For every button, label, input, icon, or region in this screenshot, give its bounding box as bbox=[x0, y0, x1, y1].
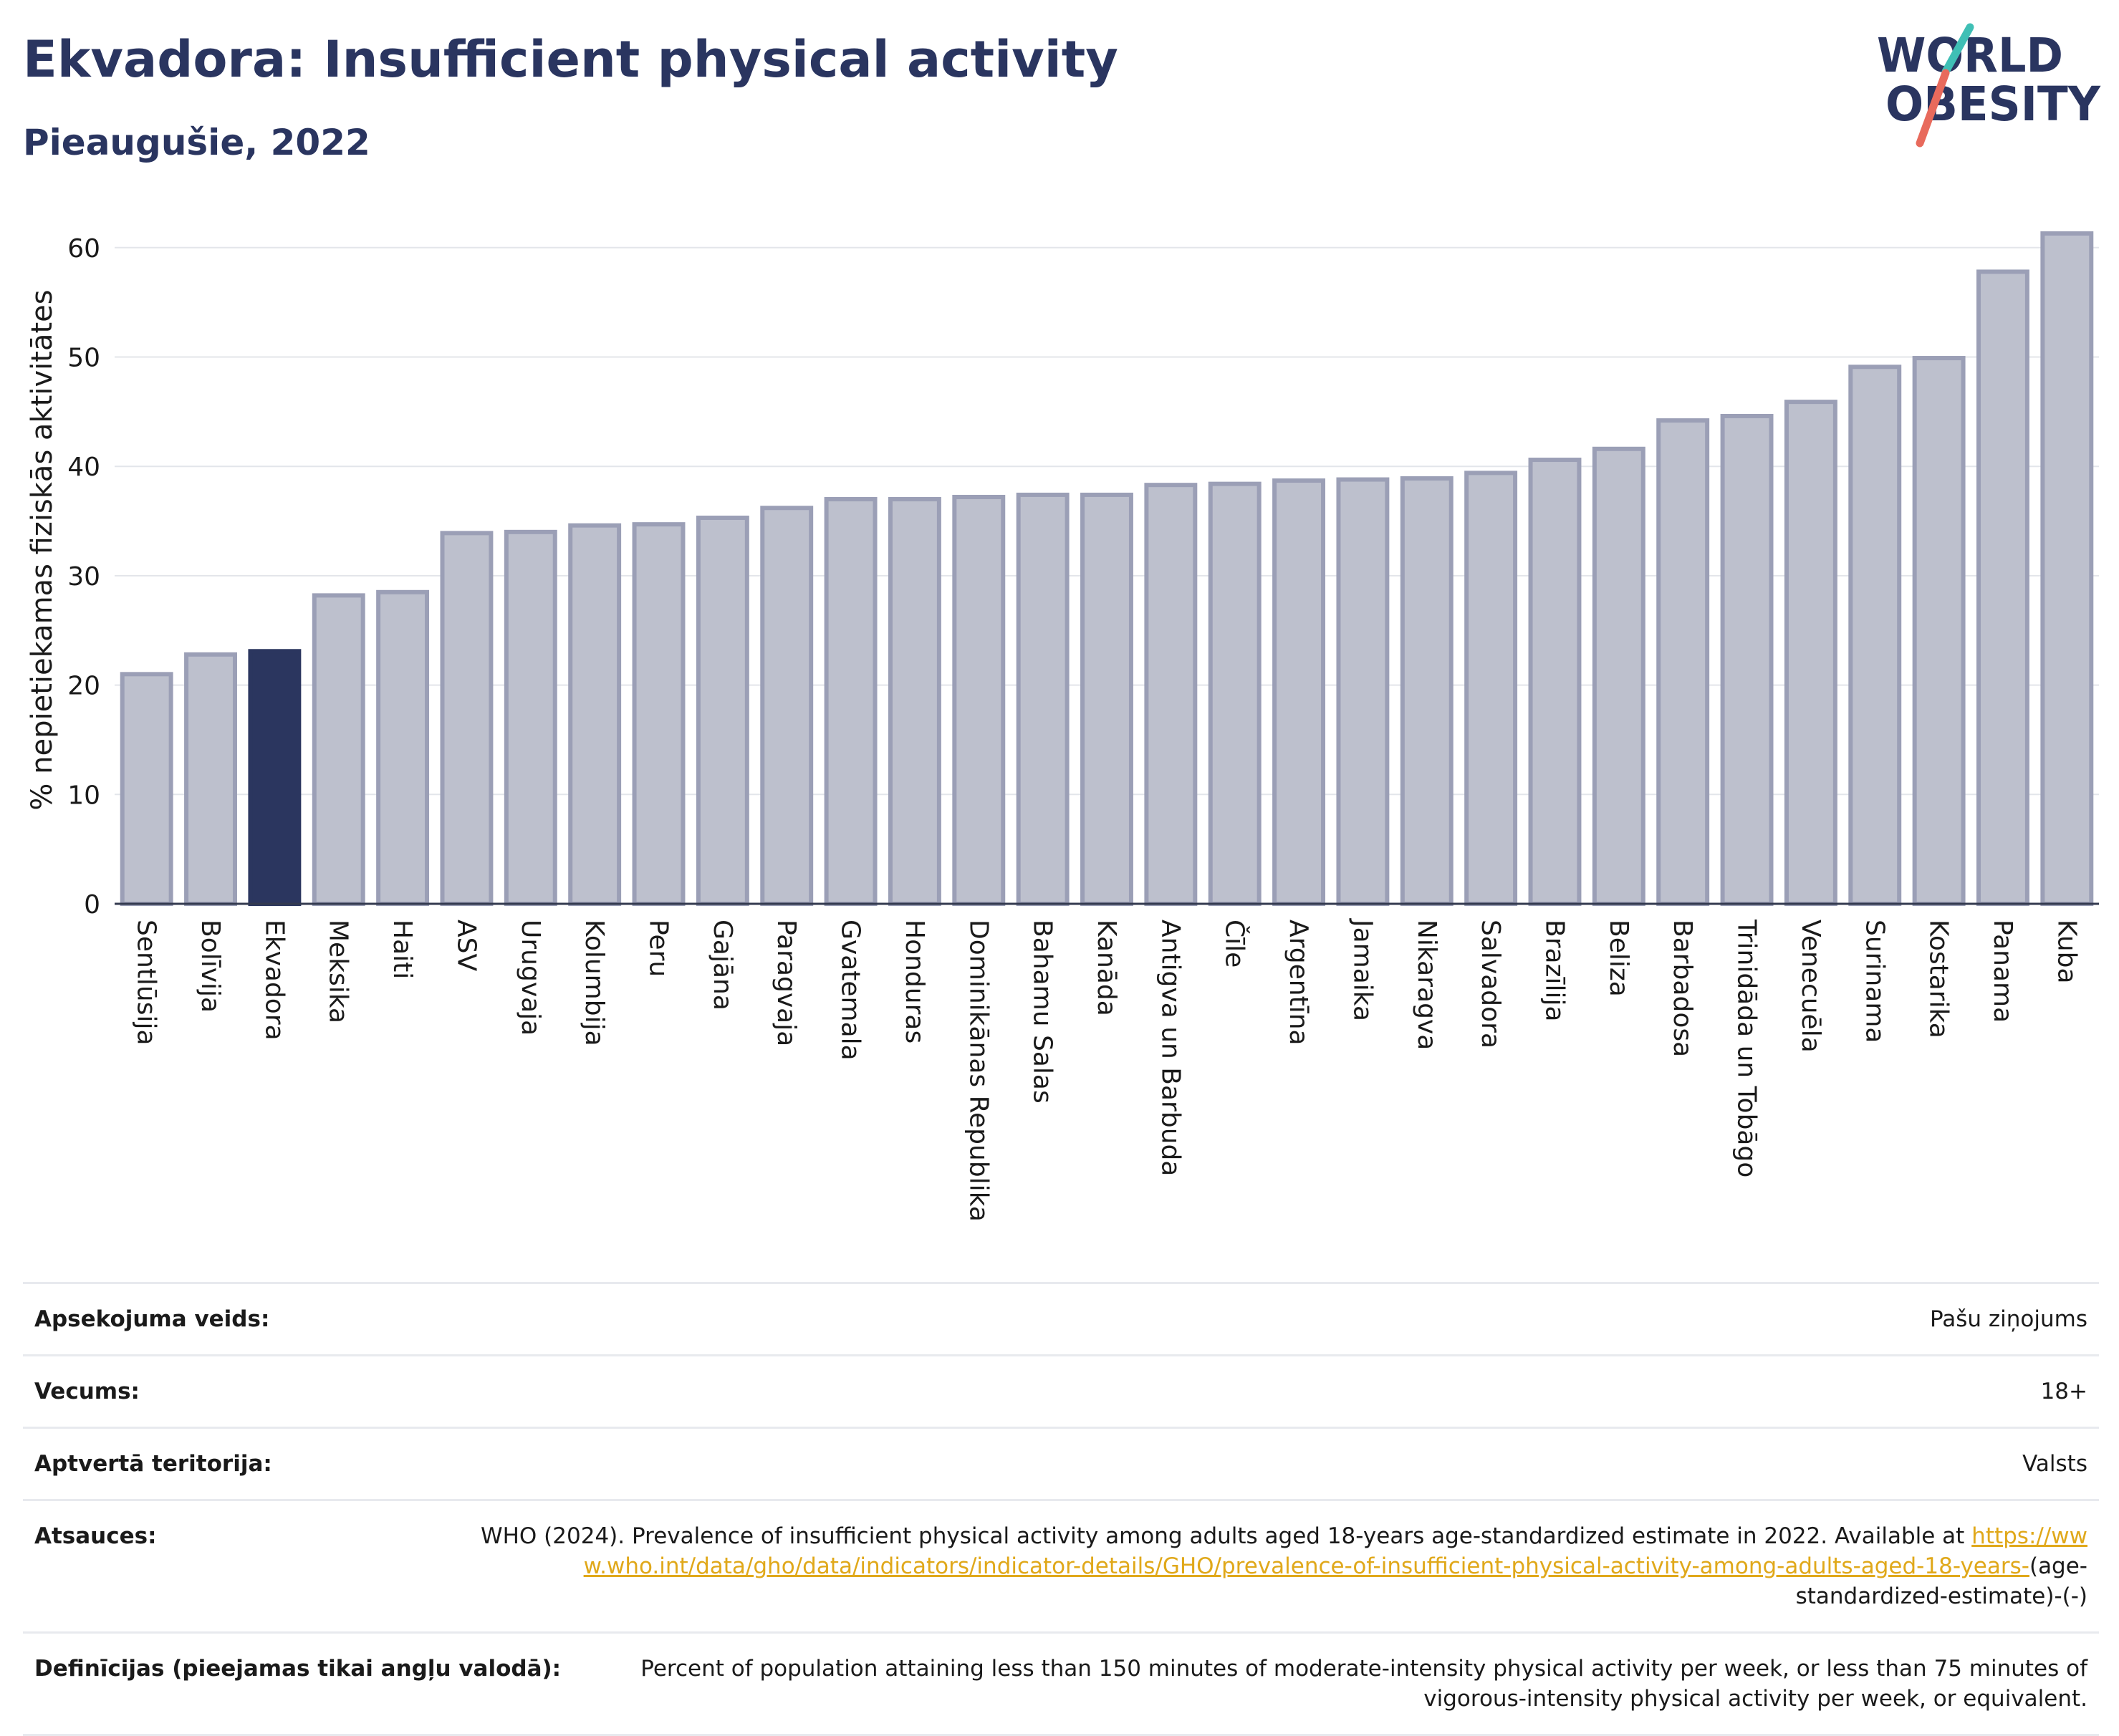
x-tick-label: Dominikānas Republika bbox=[964, 920, 993, 1222]
meta-value-references: WHO (2024). Prevalence of insufficient p… bbox=[476, 1521, 2087, 1611]
bar bbox=[696, 515, 749, 906]
bars-layer bbox=[120, 231, 2094, 907]
bar bbox=[1656, 418, 1710, 906]
x-tick-label: Kostarika bbox=[1924, 920, 1954, 1038]
x-tick-label: Kuba bbox=[2052, 920, 2081, 984]
x-tick-label: Bolīvija bbox=[196, 920, 225, 1013]
x-tick-label: Trinidāda un Tobāgo bbox=[1732, 919, 1762, 1177]
x-tick-label: Sentlūsija bbox=[132, 920, 161, 1046]
logo-text-world: WORLD bbox=[1877, 28, 2063, 83]
x-tick-label: Gajāna bbox=[708, 920, 737, 1011]
bar bbox=[2040, 231, 2094, 906]
bar bbox=[248, 649, 302, 906]
logo-slash-teal bbox=[1941, 23, 1974, 76]
bar bbox=[1592, 446, 1645, 906]
bar bbox=[1848, 365, 1902, 906]
x-tick-label: Brazīlija bbox=[1539, 920, 1569, 1022]
meta-value: Percent of population attaining less tha… bbox=[640, 1656, 2087, 1712]
meta-label: Definīcijas (pieejamas tikai angļu valod… bbox=[34, 1656, 562, 1682]
meta-row-references: Atsauces: WHO (2024). Prevalence of insu… bbox=[23, 1499, 2099, 1631]
meta-label: Apsekojuma veids: bbox=[34, 1306, 270, 1332]
axis-layer: 0 10 20 30 40 50 60 Sentlūsija Bolīvija Ekvadora M… bbox=[67, 234, 2099, 1222]
x-tick-label: Meksika bbox=[324, 920, 353, 1023]
bar bbox=[376, 589, 430, 906]
x-tick-label: Barbadosa bbox=[1668, 920, 1697, 1057]
bar bbox=[120, 672, 173, 906]
x-tick-label: Argentīna bbox=[1284, 920, 1313, 1046]
y-tick-label: 30 bbox=[67, 562, 100, 592]
meta-label: Vecums: bbox=[34, 1379, 140, 1404]
x-tick-label: Salvadora bbox=[1476, 920, 1505, 1048]
bar bbox=[1976, 269, 2029, 906]
bar bbox=[1464, 471, 1518, 906]
bar bbox=[760, 506, 814, 906]
y-tick-label: 10 bbox=[67, 781, 100, 810]
bar bbox=[1720, 413, 1774, 906]
x-tick-label: Honduras bbox=[900, 920, 929, 1043]
bar bbox=[312, 593, 365, 907]
bar bbox=[1208, 481, 1262, 906]
reference-link[interactable]: https://www.who.int/data/gho/data/indica… bbox=[583, 1523, 2087, 1579]
bar bbox=[1144, 483, 1198, 906]
x-tick-label: Surinama bbox=[1860, 920, 1889, 1043]
y-tick-label: 0 bbox=[84, 890, 100, 920]
bar bbox=[1272, 478, 1326, 906]
meta-row-definitions: Definīcijas (pieejamas tikai angļu valod… bbox=[23, 1631, 2099, 1736]
x-tick-label: ASV bbox=[451, 920, 481, 971]
x-tick-label: Urugvaja bbox=[516, 920, 545, 1036]
bar bbox=[1080, 492, 1133, 906]
world-obesity-logo: WORLD OBESITY bbox=[1877, 23, 2101, 148]
bar bbox=[824, 497, 878, 906]
y-tick-label: 50 bbox=[67, 344, 100, 373]
logo-slash-coral bbox=[1916, 69, 1950, 148]
meta-value: 18+ bbox=[2040, 1379, 2087, 1404]
x-tick-label: Paragvaja bbox=[772, 920, 801, 1046]
meta-row-survey-type: Apsekojuma veids: Pašu ziņojums bbox=[23, 1282, 2099, 1354]
bar bbox=[568, 523, 622, 906]
x-tick-label: Peru bbox=[644, 920, 673, 977]
bar bbox=[1784, 400, 1837, 906]
bar bbox=[888, 497, 941, 906]
bar bbox=[1400, 476, 1453, 906]
meta-row-coverage: Aptvertā teritorija: Valsts bbox=[23, 1427, 2099, 1499]
x-tick-label: Kolumbija bbox=[580, 920, 609, 1046]
x-tick-label: Haiti bbox=[388, 920, 417, 979]
bar bbox=[952, 494, 1006, 906]
bar-chart: 0 10 20 30 40 50 60 Sentlūsija Bolīvija Ekvadora M… bbox=[26, 231, 2099, 1222]
bar bbox=[1016, 492, 1070, 906]
x-tick-label: Beliza bbox=[1604, 920, 1633, 997]
chart-subtitle: Pieaugušie, 2022 bbox=[23, 122, 370, 163]
meta-label: Aptvertā teritorija: bbox=[34, 1451, 272, 1477]
y-tick-label: 40 bbox=[67, 453, 100, 482]
bar bbox=[184, 652, 237, 906]
x-tick-label: Čīle bbox=[1220, 920, 1250, 968]
bar bbox=[1912, 356, 1966, 906]
x-tick-label: Kanāda bbox=[1092, 920, 1121, 1016]
x-tick-label: Bahamu Salas bbox=[1028, 920, 1057, 1104]
bar bbox=[504, 529, 557, 906]
metadata-table: Apsekojuma veids: Pašu ziņojums Vecums: … bbox=[23, 1282, 2099, 1736]
chart-title: Ekvadora: Insufficient physical activity bbox=[23, 30, 1118, 89]
x-tick-label: Ekvadora bbox=[259, 920, 289, 1041]
bar bbox=[632, 522, 686, 906]
x-tick-label: Nikaragva bbox=[1412, 920, 1441, 1050]
meta-row-age: Vecums: 18+ bbox=[23, 1354, 2099, 1427]
meta-value: Pašu ziņojums bbox=[1929, 1306, 2087, 1332]
reference-text: WHO (2024). Prevalence of insufficient p… bbox=[480, 1523, 1972, 1549]
x-tick-label: Antigva un Barbuda bbox=[1155, 920, 1185, 1176]
logo-text-obesity: OBESITY bbox=[1885, 77, 2101, 132]
reference-text-end: (age-standardized-estimate)-(-) bbox=[1795, 1553, 2087, 1609]
y-tick-label: 20 bbox=[67, 672, 100, 701]
meta-label: Atsauces: bbox=[34, 1523, 157, 1549]
x-tick-label: Jamaika bbox=[1347, 918, 1377, 1021]
bar bbox=[1336, 477, 1390, 906]
y-tick-label: 60 bbox=[67, 234, 100, 264]
x-tick-label: Venecuēla bbox=[1796, 920, 1825, 1053]
meta-value: Valsts bbox=[2022, 1451, 2087, 1477]
bar bbox=[440, 531, 494, 906]
y-axis-label: % nepietiekamas fiziskās aktivitātes bbox=[26, 289, 59, 810]
bar bbox=[1528, 458, 1582, 906]
x-tick-label: Gvatemala bbox=[836, 920, 865, 1061]
x-tick-label: Panama bbox=[1988, 920, 2017, 1023]
